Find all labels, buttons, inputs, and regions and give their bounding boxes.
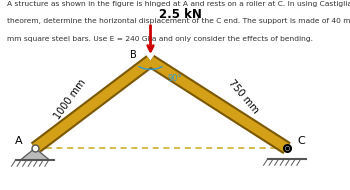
Text: C: C (298, 136, 305, 146)
Text: mm square steel bars. Use E = 240 GPa and only consider the effects of bending.: mm square steel bars. Use E = 240 GPa an… (7, 36, 313, 42)
Text: A: A (15, 136, 23, 146)
Text: 1000 mm: 1000 mm (52, 78, 88, 122)
Text: 90°: 90° (168, 74, 183, 83)
Text: A structure as shown in the figure is hinged at A and rests on a roller at C. In: A structure as shown in the figure is hi… (7, 1, 350, 7)
Text: 750 mm: 750 mm (226, 78, 260, 116)
Text: B: B (130, 50, 136, 60)
Text: 2.5 kN: 2.5 kN (159, 8, 202, 21)
Text: theorem, determine the horizontal displacement of the C end. The support is made: theorem, determine the horizontal displa… (7, 18, 350, 25)
Polygon shape (21, 148, 49, 160)
